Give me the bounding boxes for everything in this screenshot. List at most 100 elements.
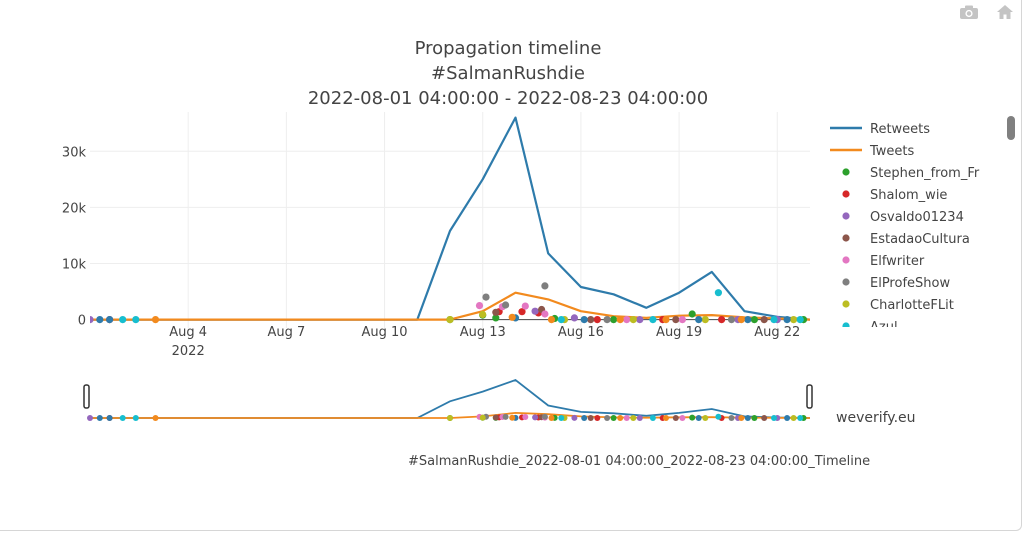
series-estadaocultura-point bbox=[760, 316, 768, 324]
x-tick-label: Aug 7 bbox=[267, 325, 305, 340]
series-unnamed-point bbox=[796, 316, 804, 324]
legend-item-estadaocultura-swatch bbox=[842, 234, 850, 242]
x-tick-label: Aug 19 bbox=[656, 325, 702, 340]
series-unnamed-range-point bbox=[581, 415, 588, 421]
legend-item-stephen-from-fr-swatch bbox=[842, 168, 850, 176]
series-charlotteflit-range-point bbox=[630, 415, 637, 421]
y-axis: 0 10k 20k 30k bbox=[62, 145, 87, 328]
series-elprofeshow-point bbox=[603, 316, 611, 324]
series-unnamed-point bbox=[508, 313, 516, 321]
series-elprofeshow-point bbox=[727, 316, 736, 324]
series-stephen-from-fr-range-point bbox=[610, 415, 617, 421]
legend-item-retweets-label: Retweets bbox=[870, 122, 930, 137]
series-tweets-line bbox=[90, 291, 810, 321]
x-tick-label: Aug 10 bbox=[362, 325, 408, 340]
series-elprofeshow-range-point bbox=[604, 415, 611, 421]
legend-item-charlotteflit-swatch bbox=[842, 300, 850, 308]
x-axis: Aug 4 2022 Aug 7 Aug 10 Aug 13 Aug 16 Aug 19 Au… bbox=[169, 325, 800, 359]
chart-title-line: Propagation timeline bbox=[415, 38, 602, 59]
series-osvaldo01234-point bbox=[90, 316, 94, 324]
legend-item-partial-swatch bbox=[842, 322, 850, 327]
series-unnamed-point bbox=[96, 316, 104, 324]
series-unnamed-range-point bbox=[797, 415, 804, 421]
series-charlotteflit-point bbox=[629, 316, 637, 324]
x-tick-label: Aug 22 bbox=[754, 325, 800, 340]
series-unnamed-range-point bbox=[744, 415, 751, 421]
series-osvaldo01234-range-point bbox=[571, 414, 578, 421]
series-unnamed-point bbox=[783, 316, 791, 324]
series-estadaocultura-point bbox=[492, 308, 500, 316]
camera-icon[interactable] bbox=[958, 2, 980, 22]
series-unnamed-point bbox=[662, 316, 670, 324]
chart-title-line: 2022-08-01 04:00:00 - 2022-08-23 04:00:0… bbox=[308, 88, 708, 109]
range-slider[interactable] bbox=[83, 378, 813, 421]
series-unnamed-range-point bbox=[548, 415, 555, 421]
series-unnamed-point bbox=[547, 316, 556, 324]
series-stephen-from-fr-point bbox=[610, 316, 618, 324]
series-unnamed-range-point bbox=[738, 415, 745, 421]
series-elfwriter-point bbox=[475, 302, 484, 310]
series-shalom-wie-point bbox=[718, 316, 726, 324]
chart-title-line: #SalmanRushdie bbox=[431, 63, 585, 84]
series-stephen-from-fr-point bbox=[492, 314, 500, 322]
series-unnamed-point bbox=[695, 316, 703, 324]
series-unnamed-point bbox=[132, 316, 140, 324]
legend-item-tweets-label: Tweets bbox=[869, 144, 915, 159]
series-unnamed-range-point bbox=[509, 414, 516, 421]
series-stephen-from-fr-point bbox=[688, 310, 696, 318]
series-unnamed-range-point bbox=[649, 415, 656, 421]
legend-item-elprofeshow-label: ElProfeShow bbox=[870, 276, 950, 291]
home-icon[interactable] bbox=[994, 2, 1016, 22]
y-tick-label: 30k bbox=[62, 145, 87, 160]
legend-scrollbar[interactable] bbox=[1007, 116, 1015, 140]
plot-area[interactable] bbox=[86, 116, 810, 324]
modebar bbox=[958, 2, 1016, 22]
series-shalom-wie-point bbox=[593, 316, 601, 324]
series-charlotteflit-point bbox=[479, 310, 487, 319]
series-elfwriter-range-point bbox=[679, 415, 686, 421]
series-elprofeshow-range-point bbox=[728, 415, 735, 421]
series-charlotteflit-point bbox=[446, 316, 454, 324]
series-unnamed-range-point bbox=[119, 415, 126, 421]
series-unnamed-point bbox=[770, 316, 778, 324]
series-estadaocultura-range-point bbox=[761, 415, 768, 421]
legend: Retweets Tweets Stephen_from_Fr Shalom_wie O… bbox=[830, 122, 980, 327]
series-shalom-wie-range-point bbox=[594, 415, 601, 421]
series-elprofeshow-point bbox=[502, 301, 510, 309]
series-stephen-from-fr-point bbox=[750, 316, 759, 324]
legend-item-osvaldo01234-label: Osvaldo01234 bbox=[870, 210, 964, 225]
series-elprofeshow-range-point bbox=[502, 413, 509, 420]
series-osvaldo01234-point bbox=[531, 307, 539, 315]
legend-item-elprofeshow-swatch bbox=[842, 278, 850, 286]
series-unnamed-range-point bbox=[132, 415, 139, 421]
watermark: weverify.eu bbox=[836, 410, 916, 426]
series-unnamed-range-point bbox=[715, 413, 722, 420]
series-elprofeshow-range-point bbox=[541, 413, 548, 420]
series-unnamed-point bbox=[714, 289, 723, 297]
series-unnamed-point bbox=[557, 316, 565, 324]
series-estadaocultura-range-point bbox=[492, 414, 499, 421]
series-unnamed-point bbox=[744, 316, 752, 324]
range-handle-right bbox=[806, 384, 813, 409]
legend-item-shalom-wie-swatch bbox=[842, 190, 850, 198]
series-elfwriter-point bbox=[521, 302, 529, 310]
series-unnamed-point bbox=[151, 316, 160, 324]
series-elprofeshow-point bbox=[541, 282, 549, 290]
range-handle-left bbox=[83, 384, 90, 409]
series-unnamed-point bbox=[649, 316, 657, 324]
series-elfwriter-point bbox=[541, 310, 549, 318]
legend-item-charlotteflit-label: CharlotteFLit bbox=[870, 298, 954, 313]
series-osvaldo01234-point bbox=[636, 316, 644, 324]
series-retweets-line bbox=[90, 116, 810, 321]
series-osvaldo01234-point bbox=[570, 314, 579, 322]
x-tick-year: 2022 bbox=[172, 344, 205, 359]
filename-caption: #SalmanRushdie_2022-08-01 04:00:00_2022-… bbox=[408, 454, 870, 469]
series-unnamed-range-point bbox=[106, 415, 113, 421]
series-charlotteflit-range-point bbox=[790, 415, 797, 421]
series-unnamed-point bbox=[616, 316, 624, 324]
series-osvaldo01234-range-point bbox=[532, 414, 539, 421]
series-charlotteflit-range-point bbox=[447, 415, 453, 421]
legend-item-elfwriter-swatch bbox=[842, 256, 850, 264]
series-shalom-wie-point bbox=[518, 308, 526, 316]
series-charlotteflit-range-point bbox=[702, 415, 709, 421]
